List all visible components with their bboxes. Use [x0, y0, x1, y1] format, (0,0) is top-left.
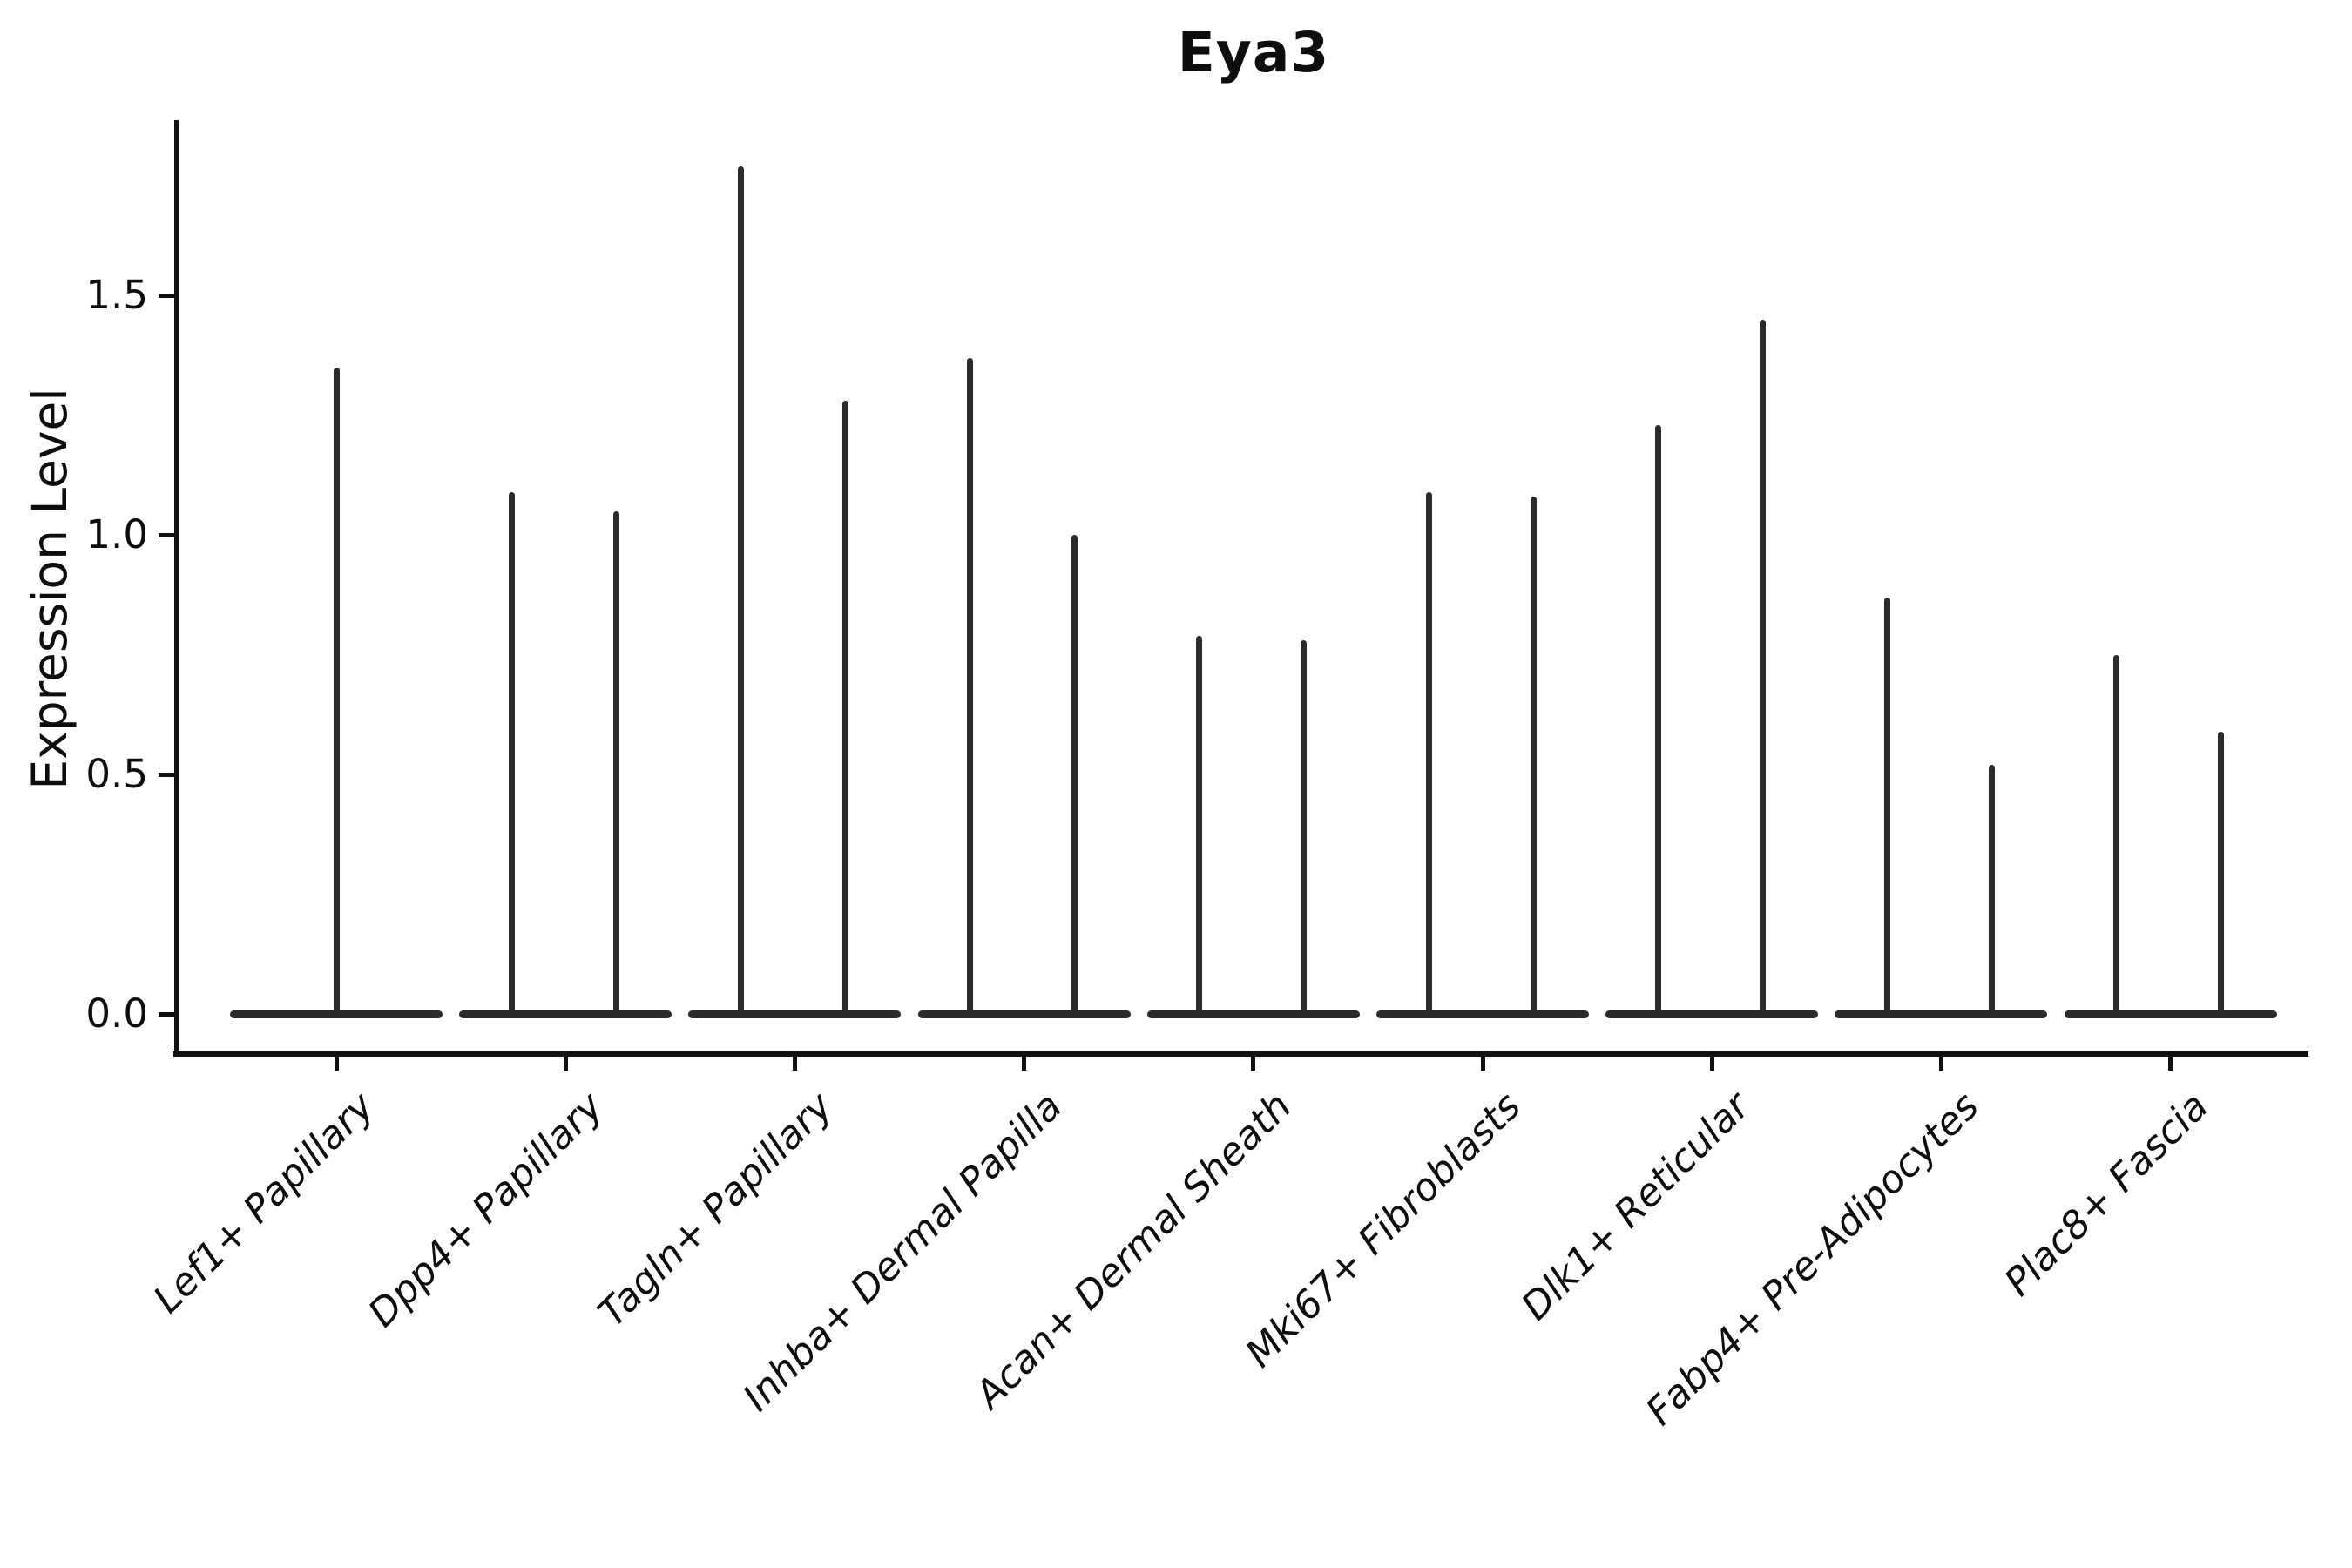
y-tick-label: 0.5 [85, 751, 148, 798]
violin-spike [1425, 491, 1432, 1016]
violin-spike [1301, 640, 1308, 1016]
x-tick-label: Dpp4+ Papillary [360, 1084, 612, 1336]
violin-spike [2218, 731, 2225, 1016]
violin-spike [1654, 424, 1661, 1016]
violin-spike [1883, 597, 1890, 1016]
x-axis-spine [173, 1051, 2308, 1057]
violin-spike [1988, 765, 1995, 1016]
x-tick-label: Plac8+ Fascia [1996, 1084, 2218, 1305]
y-axis-spine [174, 120, 179, 1057]
x-tick [563, 1057, 568, 1071]
y-tick-label: 1.0 [85, 511, 148, 558]
x-tick [334, 1057, 339, 1071]
y-axis-label: Expression Level [22, 388, 78, 790]
violin-spike [967, 357, 974, 1016]
violin-spike [737, 166, 744, 1016]
violin-body [459, 1010, 672, 1018]
violin-body [688, 1010, 902, 1018]
x-tick [1480, 1057, 1485, 1071]
x-tick [2168, 1057, 2173, 1071]
x-tick-label: Tagln+ Papillary [590, 1084, 841, 1336]
chart-title: Eya3 [1177, 21, 1330, 84]
violin-body [1376, 1010, 1589, 1018]
violin-spike [612, 510, 619, 1016]
y-tick [159, 293, 174, 298]
y-tick-label: 1.5 [85, 272, 148, 319]
x-tick [1251, 1057, 1256, 1071]
violin-spike [1530, 497, 1537, 1016]
x-tick [1709, 1057, 1714, 1071]
violin-spike [333, 367, 340, 1016]
violin-spike [1759, 319, 1766, 1016]
x-tick [1022, 1057, 1027, 1071]
violin-spike [1196, 635, 1203, 1016]
violin-body [2064, 1010, 2277, 1018]
y-tick [159, 772, 174, 777]
violin-body [1605, 1010, 1819, 1018]
violin-spike [841, 401, 848, 1016]
violin-body [917, 1010, 1131, 1018]
violin-spike [2113, 654, 2120, 1016]
violin-body [1835, 1010, 2048, 1018]
x-tick-label: Lef1+ Papillary [145, 1084, 383, 1322]
y-tick-label: 0.0 [85, 990, 148, 1037]
y-tick [159, 1011, 174, 1017]
violin-body [1146, 1010, 1360, 1018]
x-tick-label: Dlk1+ Reticular [1513, 1084, 1759, 1329]
violin-spike [508, 491, 515, 1016]
violin-spike [1071, 535, 1078, 1016]
x-tick [792, 1057, 797, 1071]
y-tick [159, 532, 174, 537]
x-tick [1938, 1057, 1943, 1071]
